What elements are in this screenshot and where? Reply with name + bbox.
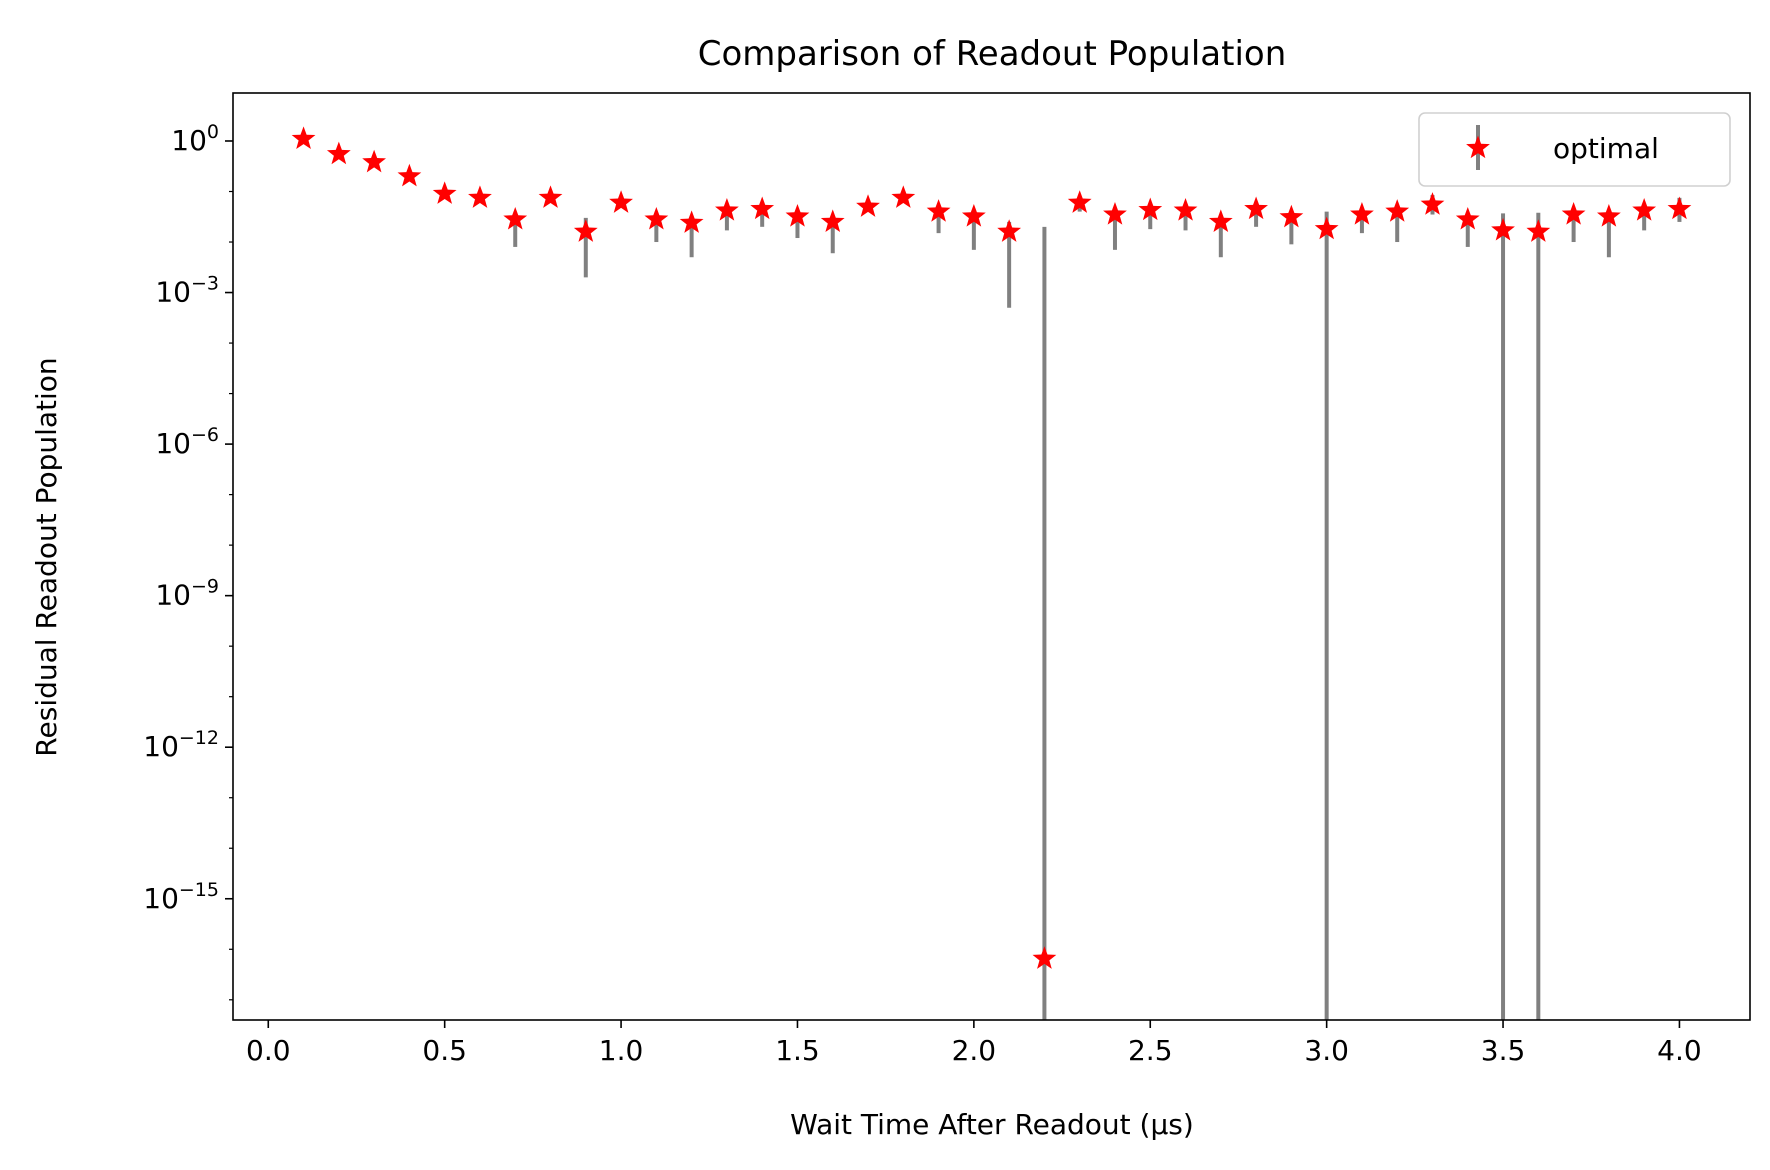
data-point [679,210,704,233]
data-point [397,163,422,187]
x-tick-label: 1.0 [599,1034,644,1067]
data-point [362,149,386,173]
legend-label: optimal [1553,132,1659,165]
x-tick-label: 2.0 [952,1034,997,1067]
data-point [1173,198,1198,221]
data-point [1279,204,1304,228]
data-point [997,219,1022,242]
legend-frame [1418,112,1731,187]
data-point [1632,198,1657,221]
data-point [609,190,633,213]
data-point [573,219,598,242]
x-tick-label: 3.0 [1304,1034,1349,1067]
x-tick-label: 3.5 [1481,1034,1526,1067]
y-tick-label: 10−6 [155,424,219,460]
data-point [326,141,351,165]
y-tick-label: 10−9 [155,576,219,612]
x-axis: 0.0 0.5 1.0 1.5 2.0 2.5 3.0 3.5 4.0 [246,1020,1702,1067]
data-point [785,204,810,227]
data-point [1597,204,1621,227]
x-axis-label: Wait Time After Readout (µs) [790,1108,1194,1141]
y-tick-label: 10−15 [143,879,219,915]
y-axis: 100 10−3 10−6 10−9 10−12 10−15 [143,121,233,1001]
data-point [1208,209,1233,233]
data-point [644,206,669,230]
y-tick-label: 10−3 [155,273,219,309]
chart-title: Comparison of Readout Population [698,34,1287,74]
data-point [468,185,492,208]
data-point [1138,197,1163,221]
x-tick-label: 2.5 [1128,1034,1173,1067]
data-point [715,198,739,221]
data-point [1067,190,1092,213]
data-point [291,126,316,150]
data-point [1455,206,1480,230]
data-point [1526,219,1551,242]
legend: optimal [1418,112,1731,187]
marker-layer [291,126,1692,969]
plot-area-frame [232,92,1751,1021]
x-tick-label: 0.0 [246,1034,291,1067]
data-point [1385,199,1410,222]
data-point [538,185,563,208]
data-point [1491,217,1515,241]
data-point [432,181,457,204]
data-point [1314,216,1339,240]
data-point [1420,192,1445,215]
data-point [961,204,986,227]
data-point [1244,196,1268,220]
x-tick-label: 1.5 [775,1034,820,1067]
y-axis-label: Residual Readout Population [30,357,63,756]
data-point [1561,202,1586,225]
data-point [856,194,880,217]
data-point [926,199,951,222]
legend-marker-sample [1466,135,1490,159]
data-point [503,206,528,230]
x-tick-label: 4.0 [1657,1034,1702,1067]
data-point [891,185,916,208]
x-tick-label: 0.5 [422,1034,467,1067]
y-tick-label: 10−12 [143,727,219,763]
y-tick-label: 100 [171,121,219,157]
data-point [750,196,775,220]
data-point [1032,946,1057,969]
data-point [1350,202,1374,225]
data-point [820,209,845,233]
data-point [1103,202,1127,225]
data-point [1667,196,1692,220]
